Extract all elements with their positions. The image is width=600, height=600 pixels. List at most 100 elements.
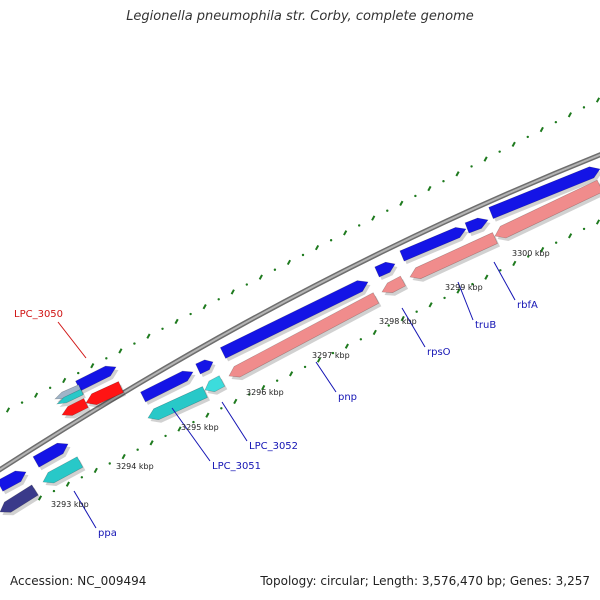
gene-body bbox=[204, 375, 226, 393]
outer-tick-row bbox=[5, 97, 600, 413]
scale-label: 3298 kbp bbox=[379, 317, 417, 326]
tick-dot bbox=[554, 120, 558, 124]
tick-dash bbox=[65, 481, 70, 487]
gene-arrow bbox=[494, 179, 600, 241]
scale-label: 3297 kbp bbox=[312, 351, 350, 360]
gene-body bbox=[0, 484, 39, 513]
gene-body bbox=[147, 386, 208, 421]
tick-dash bbox=[146, 333, 151, 339]
tick-dash bbox=[428, 302, 433, 308]
tick-marks bbox=[5, 97, 600, 501]
tick-dash bbox=[34, 392, 39, 398]
gene-arrow bbox=[219, 280, 371, 362]
tick-dash bbox=[233, 398, 238, 405]
gene-label: LPC_3052 bbox=[249, 441, 298, 452]
tick-dash bbox=[595, 97, 600, 103]
gene-label: ppa bbox=[98, 528, 117, 539]
gene-arrow bbox=[140, 370, 196, 405]
tick-dot bbox=[526, 135, 529, 139]
label-leader-line bbox=[493, 261, 516, 301]
gene-body bbox=[195, 359, 214, 375]
tick-dot bbox=[582, 106, 586, 109]
gene-body bbox=[75, 365, 117, 392]
gene-body bbox=[85, 381, 124, 406]
tick-dash bbox=[261, 384, 266, 391]
map-title: Legionella pneumophila str. Corby, compl… bbox=[126, 9, 474, 24]
tick-dot bbox=[20, 401, 24, 404]
tick-dot bbox=[359, 338, 363, 341]
scale-label: 3299 kbp bbox=[445, 283, 483, 292]
tick-dash bbox=[202, 303, 207, 310]
tick-dash bbox=[483, 156, 488, 162]
tick-dash bbox=[90, 363, 95, 369]
tick-dot bbox=[414, 194, 417, 198]
tick-dash bbox=[595, 219, 600, 225]
gene-body bbox=[494, 179, 600, 239]
genome-summary-text: Topology: circular; Length: 3,576,470 bp… bbox=[260, 574, 590, 588]
scale-label: 3295 kbp bbox=[181, 423, 219, 432]
tick-dash bbox=[5, 407, 11, 413]
gene-arrow bbox=[374, 261, 398, 281]
tick-dot bbox=[331, 351, 335, 355]
gene-arrow bbox=[85, 381, 126, 408]
tick-dot bbox=[77, 371, 80, 375]
tick-dash bbox=[289, 371, 294, 377]
tick-dash bbox=[93, 467, 98, 474]
tick-dot bbox=[275, 379, 279, 382]
tick-dot bbox=[357, 224, 361, 227]
tick-dash bbox=[343, 230, 348, 236]
tick-dash bbox=[540, 246, 545, 253]
tick-dash bbox=[456, 288, 461, 294]
gene-arrow bbox=[464, 217, 491, 237]
gene-arrow bbox=[0, 484, 41, 516]
tick-dash bbox=[399, 200, 404, 207]
tick-dot bbox=[161, 327, 164, 331]
tick-dash bbox=[567, 112, 572, 118]
tick-dot bbox=[301, 253, 305, 257]
gene-body bbox=[140, 370, 194, 403]
tick-dot bbox=[582, 227, 586, 231]
tick-dot bbox=[189, 312, 192, 316]
gene-body bbox=[374, 261, 396, 278]
gene-body bbox=[399, 227, 467, 262]
tick-dot bbox=[471, 282, 474, 286]
gene-label: truB bbox=[475, 320, 496, 331]
tick-dot bbox=[248, 393, 251, 396]
gene-arrow bbox=[204, 375, 228, 395]
gene-arrow bbox=[42, 456, 86, 486]
tick-dot bbox=[48, 386, 52, 390]
gene-body bbox=[56, 388, 84, 405]
label-leader-line bbox=[457, 281, 474, 321]
tick-dash bbox=[149, 440, 154, 446]
tick-dot bbox=[164, 434, 167, 438]
gene-arrow bbox=[409, 232, 501, 282]
tick-dot bbox=[52, 489, 56, 493]
tick-dot bbox=[136, 448, 139, 451]
scale-label: 3300 kbp bbox=[512, 249, 550, 258]
tick-dot bbox=[387, 324, 390, 327]
gene-label: rbfA bbox=[517, 300, 538, 311]
gene-body bbox=[488, 166, 600, 219]
gene-arrow bbox=[195, 359, 216, 377]
tick-dash bbox=[316, 357, 322, 363]
gene-arrow bbox=[147, 386, 210, 423]
tick-dash bbox=[512, 260, 517, 267]
tick-dot bbox=[443, 296, 446, 300]
accession-text: Accession: NC_009494 bbox=[10, 574, 147, 588]
gene-arrow bbox=[56, 388, 86, 407]
tick-dash bbox=[314, 244, 320, 251]
tick-dot bbox=[329, 239, 333, 242]
tick-dot bbox=[498, 150, 501, 153]
tick-dot bbox=[386, 209, 389, 212]
scale-label: 3293 kbp bbox=[51, 500, 89, 509]
tick-dash bbox=[427, 185, 432, 192]
label-leader-line bbox=[171, 407, 211, 462]
gene-features bbox=[0, 166, 600, 516]
gene-label: LPC_3050 bbox=[14, 309, 63, 320]
gene-body bbox=[0, 470, 27, 492]
tick-dot bbox=[527, 255, 530, 258]
tick-dash bbox=[118, 348, 123, 354]
